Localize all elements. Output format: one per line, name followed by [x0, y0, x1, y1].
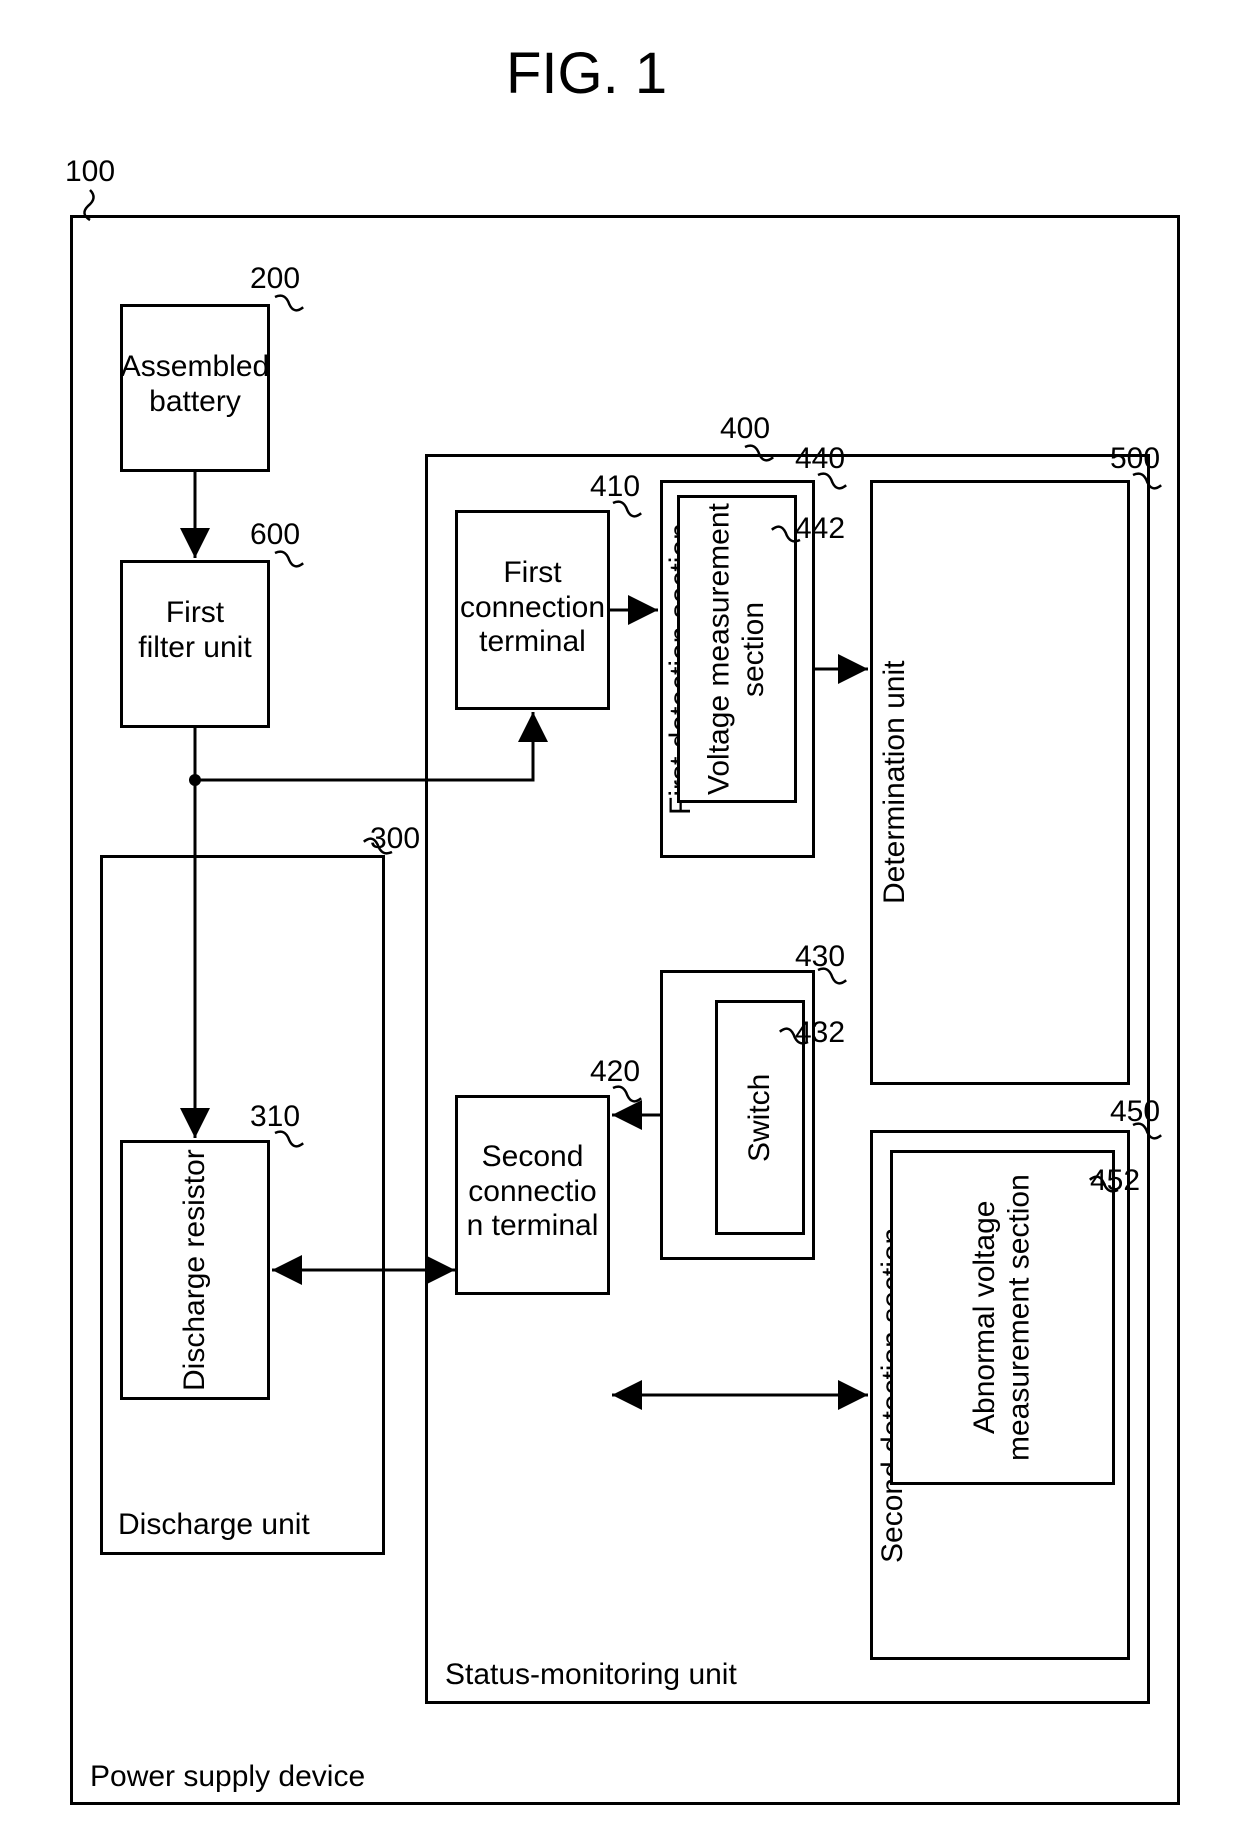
ref-430: 430: [795, 940, 845, 974]
abnormal-voltage-measurement-section-label: Abnormal voltagemeasurement section: [890, 1150, 1115, 1485]
voltage-measurement-section-label: Voltage measurementsection: [677, 495, 797, 803]
discharge-unit-label: Discharge unit: [118, 1508, 310, 1543]
second-connection-terminal-label: Secondconnection terminal: [455, 1140, 610, 1244]
first-filter-unit-label: Firstfilter unit: [120, 596, 270, 665]
ref-450: 450: [1110, 1095, 1160, 1129]
ref-600: 600: [250, 518, 300, 552]
ref-400: 400: [720, 412, 770, 446]
ref-410: 410: [590, 470, 640, 504]
first-connection-terminal-label: Firstconnectionterminal: [455, 556, 610, 660]
assembled-battery-label: Assembledbattery: [120, 350, 270, 419]
ref-300: 300: [370, 822, 420, 856]
power-supply-device-label: Power supply device: [90, 1760, 365, 1795]
ref-500: 500: [1110, 442, 1160, 476]
switch-label: Switch: [715, 1000, 805, 1235]
figure-title: FIG. 1: [506, 40, 667, 107]
ref-440: 440: [795, 442, 845, 476]
diagram-canvas: FIG. 1 Power supply device Assembledbatt…: [0, 0, 1240, 1844]
ref-452: 452: [1090, 1164, 1140, 1198]
ref-200: 200: [250, 262, 300, 296]
ref-442: 442: [795, 512, 845, 546]
ref-432: 432: [795, 1016, 845, 1050]
ref-100: 100: [65, 155, 115, 189]
discharge-resistor-label: Discharge resistor: [120, 1140, 270, 1400]
status-monitoring-unit-label: Status-monitoring unit: [445, 1658, 737, 1693]
ref-420: 420: [590, 1055, 640, 1089]
determination-unit-label: Determination unit: [870, 480, 1130, 1085]
ref-310: 310: [250, 1100, 300, 1134]
